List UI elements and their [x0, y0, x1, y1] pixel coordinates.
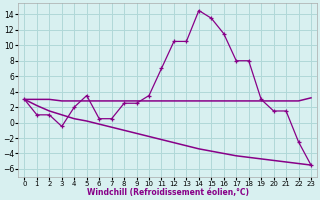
X-axis label: Windchill (Refroidissement éolien,°C): Windchill (Refroidissement éolien,°C) — [87, 188, 249, 197]
